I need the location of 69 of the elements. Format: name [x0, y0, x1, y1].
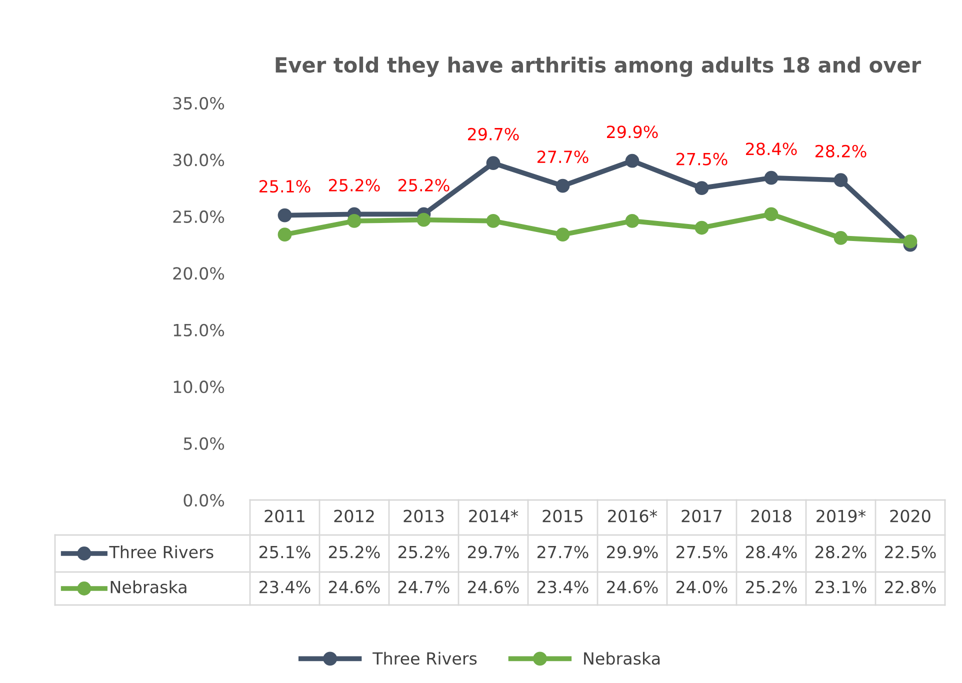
data-label: 23.4% [538, 580, 588, 594]
x-tick-label: 2019* [816, 510, 866, 522]
data-label: 27.7% [538, 546, 588, 558]
data-label: 25.2% [398, 546, 450, 558]
data-label: 24.6% [329, 580, 380, 594]
x-tick-label: 2015 [542, 510, 582, 522]
point [834, 173, 848, 188]
point [278, 208, 292, 222]
x-tick-label: 2016* [608, 510, 658, 522]
data-label: 28.2% [816, 546, 866, 558]
annotation: 25.1% [260, 180, 310, 193]
x-tick-label: 2017 [682, 510, 722, 522]
data-label: 29.7% [468, 546, 519, 558]
point [486, 156, 500, 170]
data-label: 25.1% [260, 546, 310, 558]
data-label: 25.2% [746, 580, 797, 594]
annotation: 28.4% [746, 142, 797, 156]
data-label: 24.6% [468, 580, 519, 594]
annotation: 29.9% [607, 126, 658, 138]
data-label: 22.8% [885, 580, 936, 594]
y-tick-label: 35.0% [173, 96, 224, 110]
chart-title: Ever told they have arthritis among adults 18 and over [276, 56, 922, 77]
legend-label: Three Rivers [109, 545, 214, 558]
x-tick-label: 2012 [334, 510, 374, 522]
x-tick-label: 2011 [264, 510, 304, 522]
data-label: 28.4% [746, 546, 797, 558]
point [834, 231, 848, 245]
point [556, 178, 570, 193]
point [764, 207, 778, 222]
point [694, 220, 709, 235]
legend-label: Nebraska [110, 580, 186, 594]
y-tick-label: 25.0% [173, 210, 224, 223]
data-label: 29.9% [607, 546, 658, 558]
point [764, 170, 778, 185]
point [416, 212, 431, 227]
annotation: 27.7% [538, 150, 588, 164]
point [625, 214, 640, 228]
annotation: 25.2% [329, 178, 380, 192]
annotation: 27.5% [676, 152, 728, 166]
x-tick-label: 2014* [469, 510, 518, 522]
data-label: 24.6% [607, 580, 658, 594]
y-tick-label: 20.0% [173, 267, 224, 280]
y-tick-label: 10.0% [174, 380, 224, 394]
y-tick-label: 0.0% [184, 494, 224, 507]
text: Three Rivers [372, 652, 477, 665]
data-label: 27.5% [676, 546, 728, 558]
text: Nebraska [584, 652, 660, 665]
point [903, 234, 918, 248]
point [556, 228, 570, 242]
y-tick-label: 30.0% [173, 154, 224, 166]
annotation: 29.7% [468, 128, 519, 140]
annotation: 28.2% [816, 144, 866, 158]
data-label: 23.1% [816, 580, 866, 594]
x-tick-label: 2020 [890, 510, 930, 522]
data-label: 25.2% [329, 546, 380, 558]
y-tick-label: 15.0% [174, 324, 224, 336]
data-label: 23.4% [260, 580, 310, 594]
point [278, 228, 292, 242]
annotation: 25.2% [398, 178, 450, 192]
data-label: 24.7% [398, 580, 450, 594]
x-tick-label: 2013 [404, 510, 444, 522]
data-label: 22.5% [885, 546, 936, 558]
point [625, 154, 640, 168]
point [347, 214, 362, 228]
y-tick-label: 5.0% [184, 437, 224, 450]
x-tick-label: 2018 [751, 510, 792, 522]
data-label: 24.0% [676, 580, 728, 594]
point [694, 181, 709, 196]
point [486, 214, 500, 228]
